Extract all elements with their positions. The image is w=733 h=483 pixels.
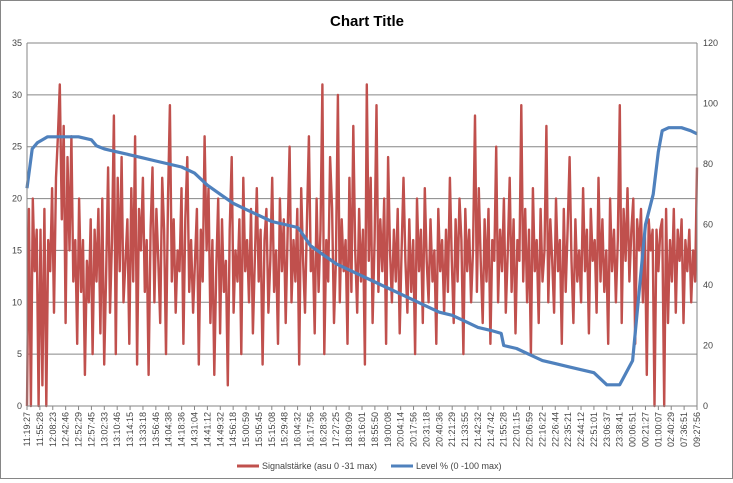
x-tick-label: 00:06:51 xyxy=(628,412,638,447)
x-tick-label: 23:06:37 xyxy=(602,412,612,447)
x-tick-label: 14:56:18 xyxy=(228,412,238,447)
x-tick-label: 22:26:44 xyxy=(550,412,560,447)
x-tick-label: 09:27:56 xyxy=(692,412,702,447)
y-right-tick-label: 40 xyxy=(703,280,713,290)
x-tick-label: 00:21:27 xyxy=(640,412,650,447)
x-tick-label: 21:21:29 xyxy=(447,412,457,447)
x-tick-label: 18:55:50 xyxy=(370,412,380,447)
x-tick-label: 12:57:45 xyxy=(86,412,96,447)
x-tick-label: 16:28:36 xyxy=(318,412,328,447)
y-left-tick-label: 30 xyxy=(12,90,22,100)
y-left-tick-label: 20 xyxy=(12,194,22,204)
x-tick-label: 22:44:12 xyxy=(576,412,586,447)
legend: Signalstärke (asu 0 -31 max) Level % (0 -… xyxy=(237,461,502,471)
x-tick-label: 20:17:56 xyxy=(409,412,419,447)
x-tick-label: 02:40:29 xyxy=(666,412,676,447)
y-left-tick-label: 5 xyxy=(17,349,22,359)
y-right-tick-label: 100 xyxy=(703,99,718,109)
x-tick-label: 19:00:08 xyxy=(383,412,393,447)
x-tick-label: 20:04:14 xyxy=(396,412,406,447)
y-left-tick-label: 25 xyxy=(12,142,22,152)
x-tick-label: 11:19:27 xyxy=(22,412,32,446)
x-tick-label: 14:31:04 xyxy=(190,412,200,447)
x-tick-label: 21:42:32 xyxy=(473,412,483,447)
x-tick-label: 15:00:59 xyxy=(241,412,251,447)
x-tick-label: 20:40:36 xyxy=(434,412,444,447)
x-tick-label: 22:16:22 xyxy=(537,412,547,447)
y-left-tick-label: 15 xyxy=(12,245,22,255)
x-tick-label: 18:09:09 xyxy=(344,412,354,447)
y-right-tick-label: 80 xyxy=(703,159,713,169)
y-left-tick-label: 35 xyxy=(12,38,22,48)
x-tick-label: 12:42:46 xyxy=(61,412,71,447)
x-tick-label: 15:15:08 xyxy=(267,412,277,447)
x-tick-label: 13:02:33 xyxy=(99,412,109,447)
x-tick-label: 11:55:28 xyxy=(35,412,45,446)
x-tick-label: 15:29:48 xyxy=(280,412,290,447)
x-tick-label: 18:16:01 xyxy=(357,412,367,447)
x-tick-label: 01:00:07 xyxy=(653,412,663,447)
y-right-tick-label: 0 xyxy=(703,401,708,411)
x-tick-label: 14:49:32 xyxy=(215,412,225,447)
x-tick-label: 22:06:59 xyxy=(525,412,535,447)
x-tick-label: 17:27:25 xyxy=(331,412,341,447)
signal-line xyxy=(27,85,697,407)
x-tick-label: 22:51:01 xyxy=(589,412,599,447)
legend-label-level: Level % (0 -100 max) xyxy=(416,461,502,471)
x-tick-label: 07:36:51 xyxy=(679,412,689,447)
x-tick-label: 22:35:21 xyxy=(563,412,573,447)
x-tick-label: 21:33:55 xyxy=(460,412,470,447)
x-tick-label: 20:31:18 xyxy=(421,412,431,447)
x-tick-label: 23:38:41 xyxy=(615,412,625,447)
x-tick-label: 16:17:56 xyxy=(305,412,315,447)
x-tick-label: 21:55:28 xyxy=(499,412,509,447)
x-tick-label: 21:47:42 xyxy=(486,412,496,447)
legend-label-signal: Signalstärke (asu 0 -31 max) xyxy=(262,461,377,471)
x-tick-label: 14:18:36 xyxy=(177,412,187,447)
y-left-tick-label: 10 xyxy=(12,297,22,307)
x-tick-label: 14:04:38 xyxy=(164,412,174,447)
x-tick-label: 13:56:46 xyxy=(151,412,161,447)
x-tick-label: 14:41:12 xyxy=(202,412,212,447)
y-left-tick-label: 0 xyxy=(17,401,22,411)
x-tick-label: 22:01:15 xyxy=(512,412,522,447)
x-tick-label: 13:10:46 xyxy=(112,412,122,447)
x-tick-label: 13:33:18 xyxy=(138,412,148,447)
y-right-tick-label: 20 xyxy=(703,341,713,351)
x-tick-label: 12:08:23 xyxy=(48,412,58,447)
x-tick-label: 12:52:29 xyxy=(74,412,84,447)
series-signal xyxy=(27,84,697,406)
x-tick-label: 15:05:45 xyxy=(254,412,264,447)
y-right-tick-label: 60 xyxy=(703,220,713,230)
x-tick-label: 16:04:32 xyxy=(293,412,303,447)
chart-title: Chart Title xyxy=(330,13,404,30)
y-right-tick-label: 120 xyxy=(703,38,718,48)
x-tick-label: 13:14:15 xyxy=(125,412,135,447)
